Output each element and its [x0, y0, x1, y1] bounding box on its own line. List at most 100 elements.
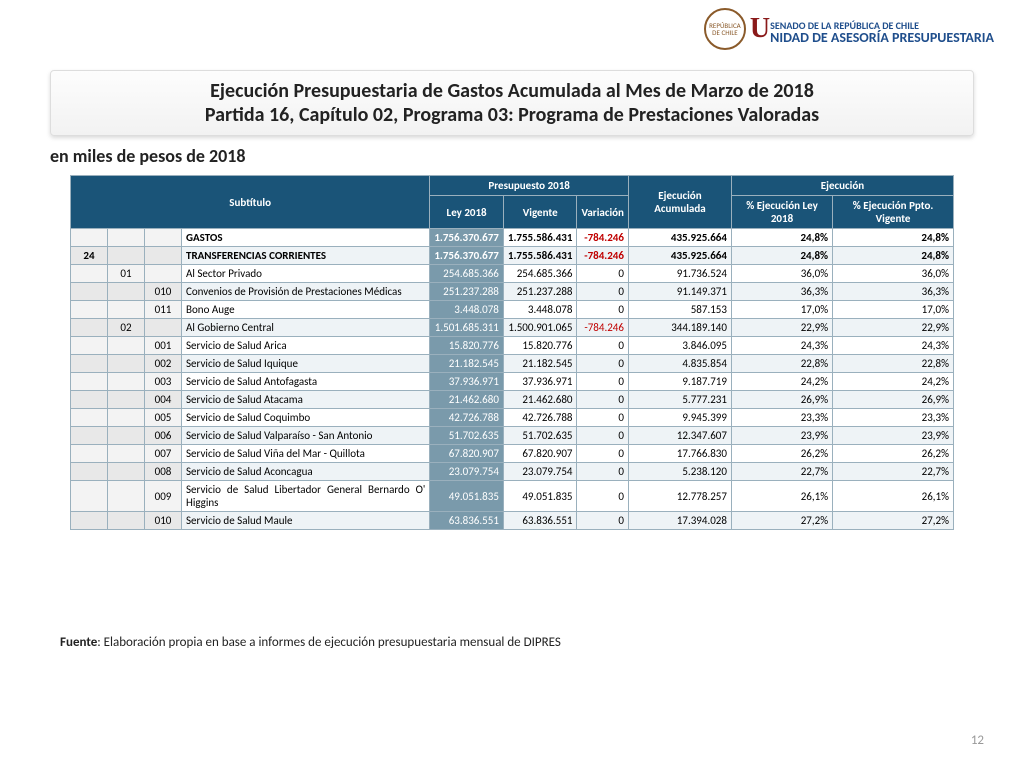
cell: 37.936.971 [430, 373, 504, 391]
title-band: Ejecución Presupuestaria de Gastos Acumu… [50, 70, 974, 136]
table-row: 008Servicio de Salud Aconcagua23.079.754… [71, 463, 954, 481]
hdr-ley: Ley 2018 [430, 196, 504, 229]
cell: Bono Auge [182, 301, 430, 319]
cell: 0 [577, 373, 629, 391]
cell: 63.836.551 [430, 512, 504, 530]
cell: 9.187.719 [628, 373, 731, 391]
cell: 0 [577, 445, 629, 463]
source-note: Fuente: Elaboración propia en base a inf… [60, 635, 561, 650]
cell [108, 391, 145, 409]
cell: 0 [577, 355, 629, 373]
cell [108, 409, 145, 427]
logo-unidad: NIDAD DE ASESORÍA PRESUPUESTARIA [770, 31, 994, 45]
hdr-variacion: Variación [577, 196, 629, 229]
cell: Servicio de Salud Maule [182, 512, 430, 530]
cell: 23,9% [833, 427, 954, 445]
cell: 0 [577, 391, 629, 409]
cell: 15.820.776 [503, 337, 577, 355]
cell: Servicio de Salud Atacama [182, 391, 430, 409]
cell: Servicio de Salud Aconcagua [182, 463, 430, 481]
cell: 22,8% [731, 355, 832, 373]
cell: 0 [577, 512, 629, 530]
cell: 251.237.288 [503, 283, 577, 301]
cell: Servicio de Salud Arica [182, 337, 430, 355]
hdr-pct-ley: % Ejecución Ley 2018 [731, 196, 832, 229]
table-row: 003Servicio de Salud Antofagasta37.936.9… [71, 373, 954, 391]
cell [71, 409, 108, 427]
cell: 26,2% [833, 445, 954, 463]
cell [71, 355, 108, 373]
cell: 17.394.028 [628, 512, 731, 530]
cell: -784.246 [577, 247, 629, 265]
cell [108, 512, 145, 530]
cell [71, 337, 108, 355]
cell: 24,8% [731, 229, 832, 247]
cell: 0 [577, 337, 629, 355]
cell: 36,0% [833, 265, 954, 283]
cell: 27,2% [833, 512, 954, 530]
table-row: 002Servicio de Salud Iquique21.182.54521… [71, 355, 954, 373]
hdr-ejecucion: Ejecución [731, 176, 953, 196]
cell: 007 [145, 445, 182, 463]
cell: 42.726.788 [430, 409, 504, 427]
cell: 008 [145, 463, 182, 481]
cell [71, 229, 108, 247]
cell: 17.766.830 [628, 445, 731, 463]
cell: 344.189.140 [628, 319, 731, 337]
cell: 3.846.095 [628, 337, 731, 355]
budget-table: Subtítulo Presupuesto 2018 Ejecución Acu… [70, 175, 954, 530]
seal-icon: REPÚBLICA DE CHILE [704, 8, 746, 50]
subtitle: en miles de pesos de 2018 [50, 145, 246, 167]
cell [108, 463, 145, 481]
cell: 21.462.680 [503, 391, 577, 409]
cell: 435.925.664 [628, 229, 731, 247]
cell: 23,3% [833, 409, 954, 427]
cell [71, 512, 108, 530]
cell: 005 [145, 409, 182, 427]
cell: 21.182.545 [430, 355, 504, 373]
cell: 23,3% [731, 409, 832, 427]
cell: 24,3% [833, 337, 954, 355]
cell: Al Gobierno Central [182, 319, 430, 337]
cell [71, 427, 108, 445]
table-row: 011Bono Auge3.448.0783.448.0780587.15317… [71, 301, 954, 319]
cell: 36,3% [731, 283, 832, 301]
table-row: 007Servicio de Salud Viña del Mar - Quil… [71, 445, 954, 463]
cell: -784.246 [577, 229, 629, 247]
cell: 36,0% [731, 265, 832, 283]
cell: 17,0% [731, 301, 832, 319]
cell: 010 [145, 512, 182, 530]
cell: 5.777.231 [628, 391, 731, 409]
cell: 22,9% [731, 319, 832, 337]
cell: 3.448.078 [503, 301, 577, 319]
cell: 1.755.586.431 [503, 247, 577, 265]
cell [71, 265, 108, 283]
cell: Servicio de Salud Libertador General Ber… [182, 481, 430, 512]
cell: 22,7% [833, 463, 954, 481]
cell: 24,3% [731, 337, 832, 355]
cell: 91.736.524 [628, 265, 731, 283]
cell [108, 427, 145, 445]
cell: 22,7% [731, 463, 832, 481]
cell [71, 301, 108, 319]
table-row: 004Servicio de Salud Atacama21.462.68021… [71, 391, 954, 409]
cell: 12.347.607 [628, 427, 731, 445]
cell: Servicio de Salud Viña del Mar - Quillot… [182, 445, 430, 463]
cell: 003 [145, 373, 182, 391]
title-line1: Ejecución Presupuestaria de Gastos Acumu… [71, 79, 953, 103]
cell: 51.702.635 [430, 427, 504, 445]
cell: 21.462.680 [430, 391, 504, 409]
cell: 1.500.901.065 [503, 319, 577, 337]
cell [108, 301, 145, 319]
cell [71, 373, 108, 391]
cell: 010 [145, 283, 182, 301]
cell: 26,9% [731, 391, 832, 409]
cell [108, 283, 145, 301]
logo-letter: U [750, 13, 770, 45]
table-row: 01Al Sector Privado254.685.366254.685.36… [71, 265, 954, 283]
cell: 254.685.366 [430, 265, 504, 283]
cell: 1.501.685.311 [430, 319, 504, 337]
cell: Convenios de Provisión de Prestaciones M… [182, 283, 430, 301]
cell: 67.820.907 [430, 445, 504, 463]
cell: 21.182.545 [503, 355, 577, 373]
